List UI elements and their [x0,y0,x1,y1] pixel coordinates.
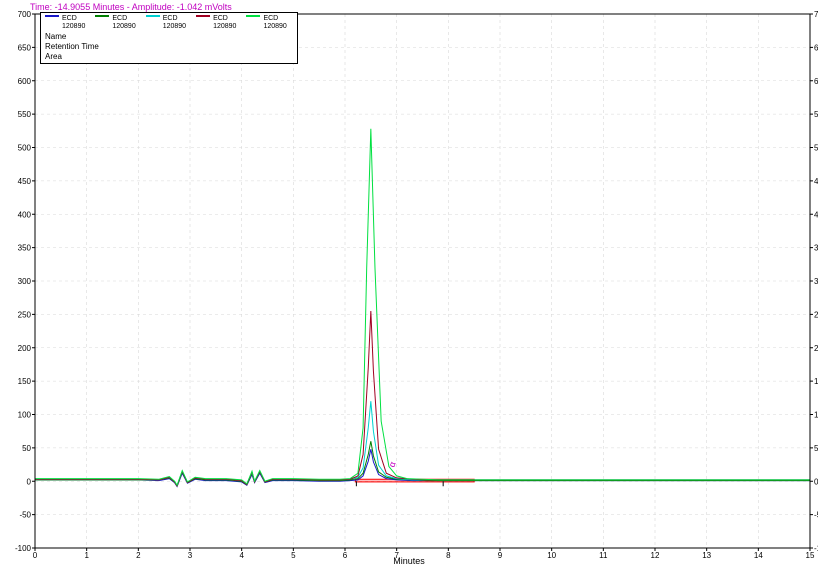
y-tick-label-right: 600 [814,77,818,86]
legend-row-rt: Retention Time [45,42,293,52]
y-tick-label-left: 200 [18,344,32,353]
legend-item: ECD120890 [196,15,236,30]
legend-box: ECD120890ECD120890ECD120890ECD120890ECD1… [40,12,298,64]
y-tick-label-right: 300 [814,277,818,286]
x-tick-label: 15 [806,551,815,560]
legend-row-name: Name [45,32,293,42]
legend-swatch [196,15,210,17]
x-tick-label: 0 [33,551,38,560]
legend-text: ECD120890 [263,15,286,30]
y-tick-label-left: 100 [18,411,32,420]
legend-row-area: Area [45,52,293,62]
legend-swatch [95,15,109,17]
y-tick-label-right: -50 [814,511,818,520]
y-tick-label-right: 400 [814,210,818,219]
y-tick-label-left: 500 [18,144,32,153]
y-tick-label-right: 650 [814,43,818,52]
x-tick-label: 2 [136,551,141,560]
x-tick-label: 9 [498,551,503,560]
y-tick-label-left: 550 [18,110,32,119]
y-tick-label-left: 350 [18,244,32,253]
legend-series-sub: 120890 [112,23,135,31]
chromatogram-chart: α-100-100-50-500050501001001501502002002… [0,0,818,567]
y-tick-label-right: 700 [814,10,818,19]
x-tick-label: 3 [188,551,193,560]
y-tick-label-left: 400 [18,210,32,219]
y-tick-label-right: 0 [814,477,818,486]
y-tick-label-left: 250 [18,310,32,319]
y-tick-label-left: 0 [27,477,32,486]
x-tick-label: 11 [599,551,608,560]
legend-color-line [246,15,260,17]
legend-swatch [246,15,260,17]
legend-swatch [146,15,160,17]
legend-color-line [95,15,109,17]
y-tick-label-left: 150 [18,377,32,386]
legend-text: ECD120890 [213,15,236,30]
y-tick-label-right: 200 [814,344,818,353]
y-tick-label-right: 250 [814,310,818,319]
legend-series-sub: 120890 [163,23,186,31]
y-tick-label-right: 450 [814,177,818,186]
x-tick-label: 10 [547,551,556,560]
y-tick-label-right: -100 [814,544,818,553]
legend-series-name: ECD [263,15,286,23]
legend-series-sub: 120890 [213,23,236,31]
legend-color-line [146,15,160,17]
y-tick-label-left: 300 [18,277,32,286]
legend-item: ECD120890 [246,15,286,30]
legend-text: ECD120890 [62,15,85,30]
x-tick-label: 13 [702,551,711,560]
x-tick-label: 5 [291,551,296,560]
y-tick-label-left: -50 [19,511,31,520]
y-tick-label-left: -100 [15,544,32,553]
x-axis-label: Minutes [393,556,425,566]
legend-item: ECD120890 [95,15,135,30]
y-tick-label-right: 50 [814,444,818,453]
y-tick-label-left: 450 [18,177,32,186]
legend-series-name: ECD [163,15,186,23]
x-tick-label: 12 [651,551,660,560]
y-tick-label-left: 650 [18,43,32,52]
x-tick-label: 14 [754,551,763,560]
chart-container: Time: -14.9055 Minutes - Amplitude: -1.0… [0,0,818,567]
legend-color-line [196,15,210,17]
legend-series-name: ECD [62,15,85,23]
legend-color-line [45,15,59,17]
y-tick-label-left: 50 [22,444,31,453]
legend-series-name: ECD [112,15,135,23]
legend-field-rows: Name Retention Time Area [45,32,293,61]
y-tick-label-right: 350 [814,244,818,253]
y-tick-label-right: 150 [814,377,818,386]
y-tick-label-right: 500 [814,144,818,153]
legend-series-sub: 120890 [62,23,85,31]
y-tick-label-left: 600 [18,77,32,86]
legend-series-name: ECD [213,15,236,23]
y-tick-label-right: 100 [814,411,818,420]
x-tick-label: 6 [343,551,348,560]
y-tick-label-right: 550 [814,110,818,119]
x-tick-label: 4 [239,551,244,560]
legend-item: ECD120890 [146,15,186,30]
legend-swatch [45,15,59,17]
legend-series-sub: 120890 [263,23,286,31]
legend-text: ECD120890 [163,15,186,30]
legend-series-row: ECD120890ECD120890ECD120890ECD120890ECD1… [45,15,293,30]
x-tick-label: 8 [446,551,451,560]
legend-item: ECD120890 [45,15,85,30]
x-tick-label: 1 [84,551,89,560]
legend-text: ECD120890 [112,15,135,30]
y-tick-label-left: 700 [18,10,32,19]
